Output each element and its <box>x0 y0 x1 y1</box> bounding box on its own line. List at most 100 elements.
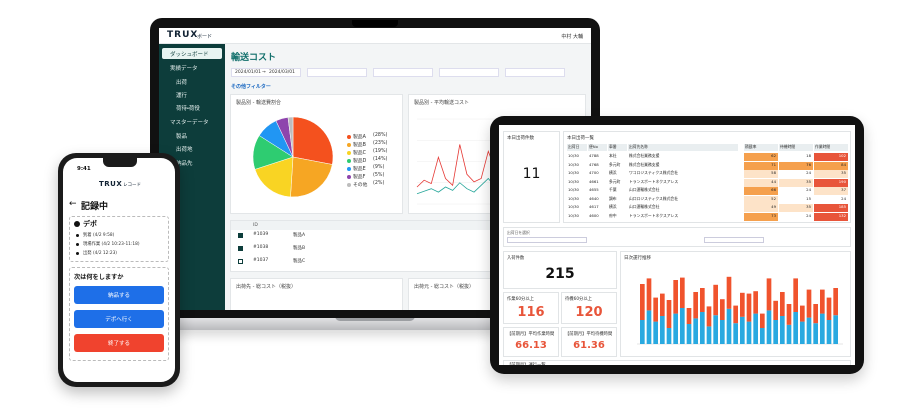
notch <box>103 158 137 167</box>
avg-wait-card: 【前期月】平均待機時間 61.36 <box>561 327 617 357</box>
table-cell: 山口運輸株式会社 <box>628 204 738 212</box>
bar-segment <box>820 289 825 314</box>
table-cell: 15 <box>779 195 813 204</box>
kpi-value: 215 <box>545 266 575 282</box>
legend-swatch <box>347 150 351 155</box>
filter-label: 出荷日を選択 <box>507 230 530 235</box>
checkbox[interactable] <box>238 259 243 264</box>
nav-label: 製品 <box>176 134 188 140</box>
table-cell: 190 <box>814 178 848 187</box>
brand-sub: ボード <box>197 34 213 40</box>
card-title: 【前期月】運行一覧 <box>507 362 546 365</box>
nav-item[interactable]: 製品 <box>162 130 222 141</box>
checkbox[interactable] <box>238 233 243 238</box>
table-cell: 24 <box>779 212 813 221</box>
legend-swatch <box>347 134 351 139</box>
laptop-notch <box>335 316 415 321</box>
action-button[interactable]: 終了する <box>74 334 164 352</box>
nav-item[interactable]: 出荷 <box>162 76 222 87</box>
filter-box[interactable] <box>373 68 433 77</box>
legend-value: (23%) <box>373 141 388 146</box>
table-cell: 76 <box>779 161 813 170</box>
bar-segment <box>753 291 758 314</box>
nav-item[interactable]: 荷待・荷役 <box>162 102 222 113</box>
legend-swatch <box>347 174 351 179</box>
table-cell: 本社 <box>608 153 627 161</box>
bar-segment <box>833 315 838 344</box>
bar-segment <box>740 316 745 344</box>
bar-segment <box>666 328 672 344</box>
checkbox[interactable] <box>238 246 243 251</box>
table-cell: 10/30 <box>567 170 587 178</box>
table-cell: 66 <box>744 187 778 195</box>
bar-segment <box>773 300 778 320</box>
legend-label: 製品C <box>353 151 366 156</box>
nav-item[interactable]: マスターデータ <box>162 116 222 127</box>
nav-item[interactable]: 出荷地 <box>162 143 222 154</box>
nav-item[interactable]: 納品先 <box>162 157 222 168</box>
brand: TRUX <box>99 180 123 188</box>
chart-title: 日次運行推移 <box>624 256 651 261</box>
table-cell: 132 <box>814 212 848 221</box>
table-cell: 84 <box>814 161 848 170</box>
back-button[interactable]: ← <box>69 199 77 209</box>
nav-label: 実績データ <box>170 66 198 72</box>
bar-segment <box>813 323 818 344</box>
table-cell: トランスポートネクスアレス <box>628 212 738 221</box>
table-cell: 49 <box>744 204 778 212</box>
bar-chart <box>637 276 843 345</box>
table-cell: 横浜 <box>608 170 627 178</box>
card-title: 【前期月】平均待機時間 <box>565 332 613 337</box>
bar-segment <box>813 304 818 324</box>
table-cell: 37 <box>814 187 848 195</box>
bar-segment <box>660 293 665 316</box>
table-cell: 71 <box>744 161 778 170</box>
bar-segment <box>666 300 672 328</box>
bar-segment <box>773 320 778 344</box>
bar-segment <box>660 316 665 344</box>
filter-box[interactable] <box>505 68 565 77</box>
button-label: 終了する <box>107 341 130 347</box>
date-from: 2024/01/01 <box>235 70 261 75</box>
bar-segment <box>793 278 798 312</box>
table-cell: 多元町 <box>608 178 627 187</box>
action-button[interactable]: 納品する <box>74 286 164 304</box>
table-cell: 44 <box>744 178 778 187</box>
screen-title: 記録中 <box>81 202 109 212</box>
card-title: 本日出荷件数 <box>507 136 534 141</box>
table-cell: 4617 <box>588 204 607 212</box>
nav-item[interactable]: 実績データ <box>162 62 222 73</box>
top-bar: TRUX ボード 中村 大輔 <box>159 28 591 44</box>
table-cell: 製品A <box>293 233 306 238</box>
filter-box[interactable] <box>307 68 367 77</box>
table-cell: #1038 <box>253 245 269 250</box>
bar-segment <box>806 289 812 318</box>
bar-segment <box>760 328 765 344</box>
nav-label: 出荷地 <box>176 147 193 153</box>
table-cell: 24 <box>779 170 813 178</box>
timeline-dot <box>76 234 79 237</box>
more-filter[interactable]: その他フィルター <box>231 84 271 90</box>
pie-card: 製品別 - 輸送費割合 製品A (28%) 製品B (23%) 製品C (19%) 製品D (1… <box>230 94 403 214</box>
table-cell: 10/30 <box>567 204 587 212</box>
small-chart-title: 出荷元 - 総コスト（税抜） <box>414 284 474 290</box>
date-arrow: → <box>262 70 266 75</box>
inbound-card: 入荷件数 215 <box>503 251 617 289</box>
date-to: 2024/03/01 <box>269 70 295 75</box>
bar-segment <box>746 321 752 344</box>
table-cell: 18 <box>779 153 813 161</box>
wait-card: 待機60分以上 120 <box>561 292 617 324</box>
filter-input[interactable] <box>704 237 764 243</box>
legend-swatch <box>347 166 351 171</box>
legend-label: 製品E <box>353 167 366 172</box>
nav-item[interactable]: ダッシュボード <box>162 48 222 59</box>
action-button[interactable]: デポへ行く <box>74 310 164 328</box>
nav-item[interactable]: 運行 <box>162 89 222 100</box>
pie-chart <box>252 116 334 198</box>
date-filter[interactable]: 2024/01/01 → 2024/03/01 <box>231 68 301 77</box>
filter-box[interactable] <box>439 68 499 77</box>
bar-segment <box>680 277 685 308</box>
bar-segment <box>720 320 725 344</box>
filter-input[interactable] <box>507 237 587 243</box>
